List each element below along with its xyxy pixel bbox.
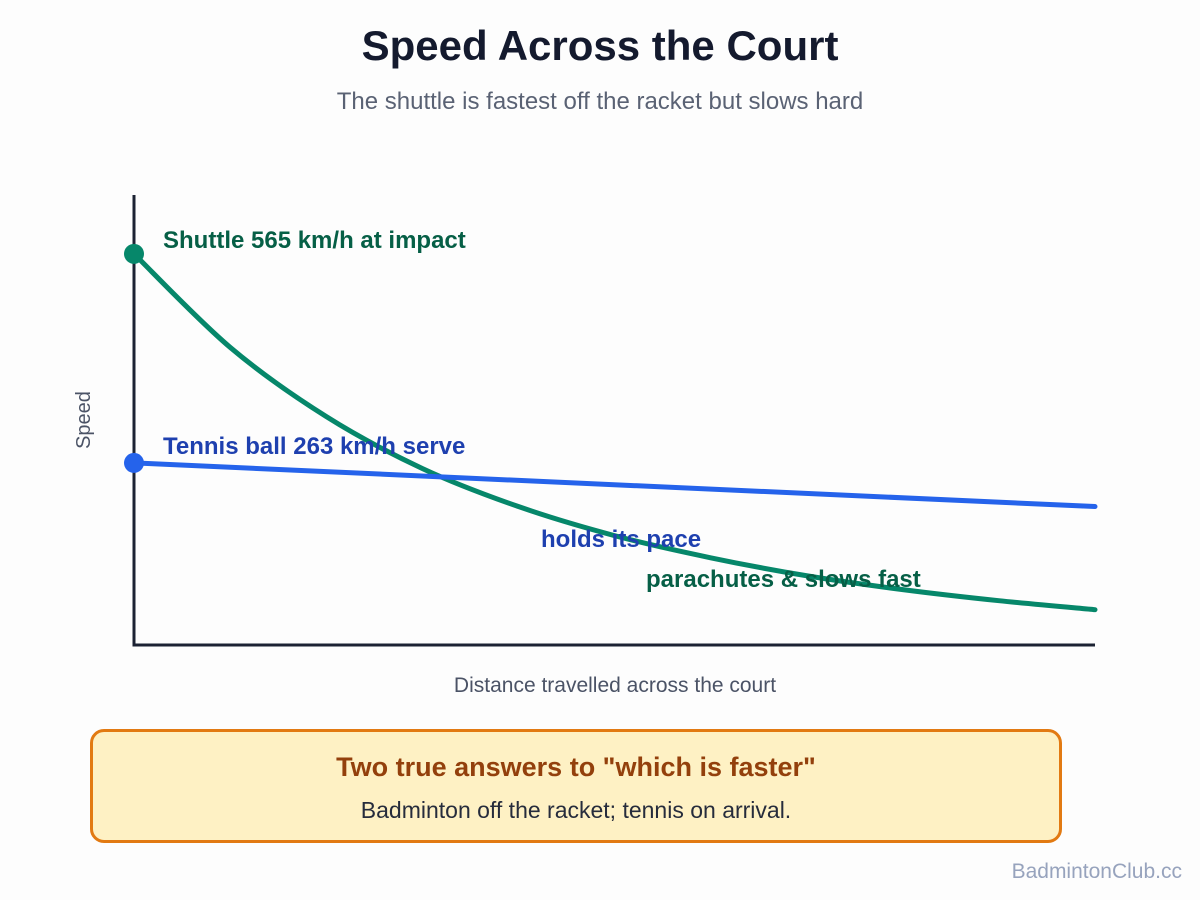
insight-callout: Two true answers to "which is faster" Ba… — [90, 729, 1062, 843]
shuttle-start-label: Shuttle 565 km/h at impact — [163, 227, 466, 254]
tennis-ball-line — [131, 460, 1098, 510]
page-subtitle: The shuttle is fastest off the racket bu… — [336, 88, 864, 115]
page-title: Speed Across the Court — [361, 22, 839, 69]
shuttle-line — [131, 251, 1098, 613]
callout-body: Badminton off the racket; tennis on arri… — [360, 797, 792, 823]
callout-heading: Two true answers to "which is faster" — [336, 752, 816, 782]
site-watermark: BadmintonClub.cc — [1011, 860, 1182, 883]
x-axis-label: Distance travelled across the court — [454, 674, 776, 697]
y-axis-label: Speed — [73, 391, 95, 449]
shuttle-start-marker — [124, 243, 144, 264]
speed-chart: Speed Distance travelled across the cour… — [73, 195, 1098, 697]
tennis-ball-start-marker — [124, 452, 144, 473]
shuttle-trend-label: parachutes & slows fast — [646, 566, 921, 593]
tennis-ball-start-label: Tennis ball 263 km/h serve — [163, 433, 465, 460]
tennis-ball-trend-label: holds its pace — [541, 526, 701, 553]
